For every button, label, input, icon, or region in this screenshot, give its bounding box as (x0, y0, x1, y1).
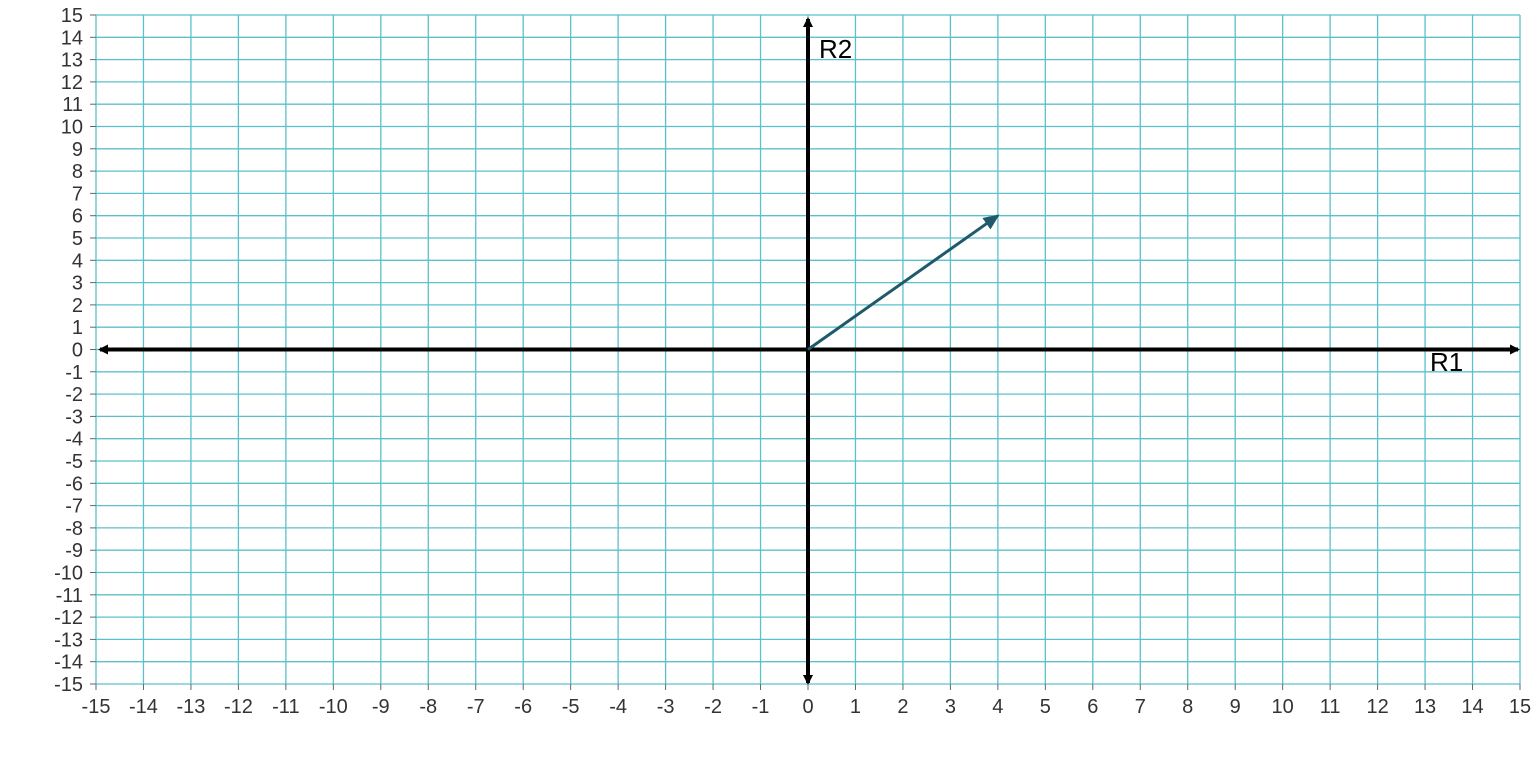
x-axis-label: R1 (1430, 347, 1463, 377)
x-tick-label: 1 (850, 696, 861, 718)
y-tick-label: 3 (72, 273, 83, 295)
y-tick-label: -1 (65, 362, 83, 384)
x-tick-label: 5 (1040, 696, 1051, 718)
y-tick-label: 1 (72, 317, 83, 339)
x-tick-label: -5 (562, 696, 580, 718)
x-tick-label: 2 (897, 696, 908, 718)
y-tick-label: -3 (65, 406, 83, 428)
y-tick-label: 5 (72, 228, 83, 250)
y-tick-label: -2 (65, 384, 83, 406)
x-tick-label: -7 (467, 696, 485, 718)
y-tick-label: -14 (54, 652, 83, 674)
x-tick-label: 7 (1135, 696, 1146, 718)
x-tick-label: 6 (1087, 696, 1098, 718)
axes (98, 17, 1520, 685)
vector-arrow (807, 214, 1000, 351)
y-tick-label: -6 (65, 473, 83, 495)
x-tick-label: -6 (514, 696, 532, 718)
y-tick-label: 0 (72, 340, 83, 362)
y-tick-label: -5 (65, 451, 83, 473)
y-tick-label: 8 (72, 161, 83, 183)
y-tick-label: -12 (54, 607, 83, 629)
x-tick-label: 12 (1366, 696, 1388, 718)
y-tick-label: 7 (72, 183, 83, 205)
y-tick-label: -13 (54, 629, 83, 651)
x-tick-label: 14 (1461, 696, 1483, 718)
y-axis-label: R2 (819, 34, 852, 64)
y-tick-label: -7 (65, 496, 83, 518)
y-tick-label: 4 (72, 250, 83, 272)
y-tick-label: -9 (65, 540, 83, 562)
y-tick-label: -10 (54, 563, 83, 585)
y-tick-label: 9 (72, 139, 83, 161)
y-tick-labels: -15-14-13-12-11-10-9-8-7-6-5-4-3-2-10123… (54, 5, 96, 696)
x-tick-label: -3 (657, 696, 675, 718)
x-tick-label: 8 (1182, 696, 1193, 718)
x-tick-label: -13 (176, 696, 205, 718)
x-tick-label: -12 (224, 696, 253, 718)
y-tick-label: 12 (61, 72, 83, 94)
x-tick-label: 4 (992, 696, 1003, 718)
x-tick-label: -4 (609, 696, 627, 718)
y-tick-label: 2 (72, 295, 83, 317)
x-tick-label: 3 (945, 696, 956, 718)
y-tick-label: -4 (65, 429, 83, 451)
y-tick-label: 11 (62, 94, 83, 116)
x-tick-label: -2 (704, 696, 722, 718)
x-tick-label: -10 (319, 696, 348, 718)
x-tick-label: -11 (272, 696, 299, 718)
y-tick-label: 14 (61, 27, 83, 49)
x-tick-label: 11 (1320, 696, 1341, 718)
x-tick-label: -1 (752, 696, 770, 718)
x-tick-label: 10 (1272, 696, 1294, 718)
y-tick-label: -8 (65, 518, 83, 540)
x-tick-labels: -15 -14 -13 -12 -11 -10 -9 -8 -7 -6 -5 -4 -3 -2 -1 0 1 2 3… (82, 684, 1531, 718)
x-tick-label: 15 (1509, 696, 1531, 718)
x-tick-label: 9 (1230, 696, 1241, 718)
x-tick-label: 13 (1414, 696, 1436, 718)
x-tick-label: -8 (419, 696, 437, 718)
x-tick-label: -9 (372, 696, 390, 718)
x-tick-label: -14 (129, 696, 158, 718)
y-tick-label: -11 (56, 585, 83, 607)
y-tick-label: -15 (54, 674, 83, 696)
y-tick-label: 6 (72, 206, 83, 228)
vectors (807, 214, 1000, 351)
x-tick-label: -15 (82, 696, 111, 718)
y-tick-label: 10 (61, 117, 83, 139)
y-tick-label: 15 (61, 5, 83, 27)
x-tick-label: 0 (802, 696, 813, 718)
y-tick-label: 13 (61, 50, 83, 72)
